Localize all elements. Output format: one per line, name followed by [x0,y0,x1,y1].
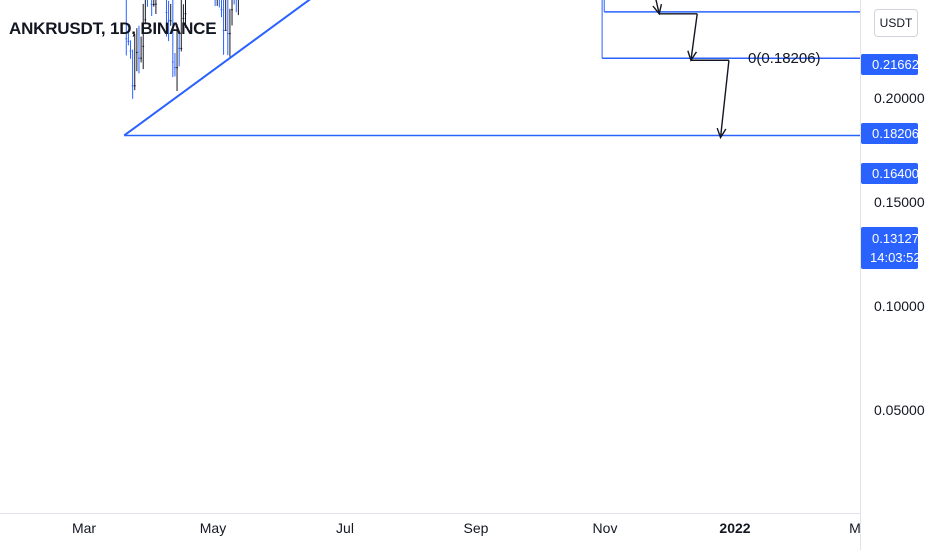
arrows-layer [652,0,730,140]
candle-body [182,17,185,19]
candle-body [174,67,176,69]
y-axis[interactable]: 0.20000 0.15000 0.10000 0.05000 [874,90,925,418]
fib-label: 0(0.18206) [748,50,821,67]
candle-body [125,38,128,40]
candle-body [180,47,183,49]
candle-body [138,57,140,59]
x-tick-label: Sep [464,520,489,536]
candle-body [129,50,132,52]
candle-body [131,85,134,87]
y-tick-label: 0.10000 [874,298,925,314]
candle-body [169,20,172,22]
x-tick-label: Mar [72,520,96,536]
candle-body [167,20,170,22]
projection-arrow [690,13,698,61]
trendline-upper [123,0,311,137]
candle-body [171,61,174,63]
x-tick-label-year: 2022 [719,520,750,536]
candle-body [155,3,157,5]
projection-arrow [719,60,730,138]
candle-body [142,45,145,47]
candle-body [127,40,130,42]
candle-body [144,19,147,21]
drawing-lines-layer [123,0,860,137]
candle-body [231,9,233,11]
x-tick-label: Nov [593,520,618,536]
price-tag-0.18206: 0.18206 [861,123,919,144]
candle-body [150,3,153,5]
price-tag-0.16400: 0.16400 [861,163,919,184]
candle-body [140,57,142,59]
last-price-tag: 0.13127 14:03:52 [861,227,921,269]
candle-body [165,11,168,13]
candles-layer [125,0,239,99]
svg-text:14:03:52: 14:03:52 [870,250,921,265]
candle-body [133,85,136,87]
chart-title: ANKRUSDT, 1D, BINANCE [9,19,217,38]
candle-body [176,67,178,69]
svg-text:0.16400: 0.16400 [872,166,919,181]
y-tick-label: 0.15000 [874,194,925,210]
svg-text:0.13127: 0.13127 [872,231,919,246]
x-tick-label: Jul [336,520,354,536]
candle-body [229,33,231,35]
fib-layer: 0(0.18206)0.618(0.11880)0.702(0.11020)0.… [748,50,821,67]
currency-unit-button[interactable]: USDT [874,9,918,37]
candle-body [224,29,227,31]
candle-body [178,47,181,49]
candle-body [152,3,155,5]
svg-text:0.21662: 0.21662 [872,57,919,72]
y-tick-label: 0.20000 [874,90,925,106]
x-axis[interactable]: Mar May Jul Sep Nov 2022 M [72,520,861,536]
y-tick-label: 0.05000 [874,402,925,418]
x-tick-label: May [200,520,226,536]
price-tag-0.21662: 0.21662 [861,54,919,75]
candle-body [135,51,138,53]
candle-body [184,13,187,15]
arrow-head [716,127,727,140]
svg-text:0.18206: 0.18206 [872,126,919,141]
candle-body [226,33,229,35]
x-tick-label: M [849,520,861,536]
candle-body [220,9,223,11]
candle-body [222,29,225,31]
